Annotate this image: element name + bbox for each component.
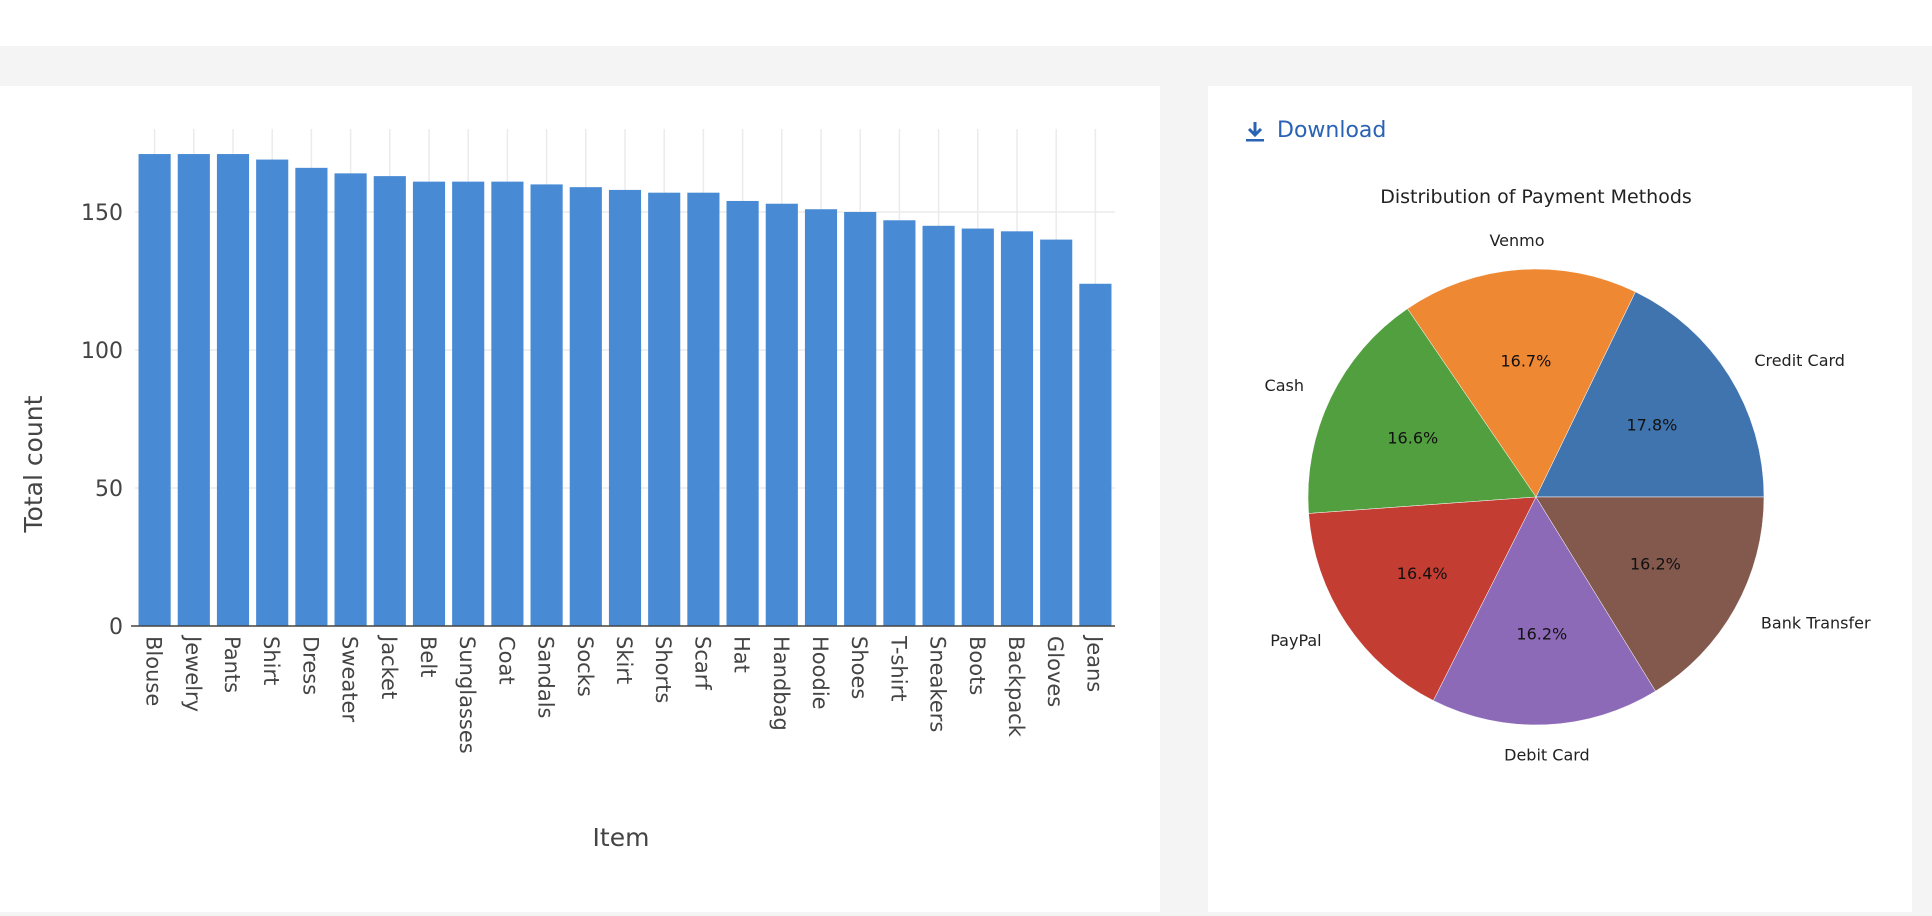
x-tick-label: Handbag <box>769 636 793 731</box>
x-tick-label: Jeans <box>1082 634 1106 692</box>
bar <box>1040 239 1073 626</box>
pie-slice <box>1535 291 1765 498</box>
bar <box>177 154 210 626</box>
slice-percent-label: 16.2% <box>1630 555 1681 574</box>
slice-label: Cash <box>1265 376 1304 395</box>
bar <box>138 154 171 626</box>
bar <box>804 209 838 626</box>
top-bar <box>0 0 1932 46</box>
x-tick-label: Coat <box>494 636 518 685</box>
pie-chart: Distribution of Payment Methods 17.8% Cred… <box>1265 186 1871 764</box>
bar-chart-card: 0 50 100 150 Blouse Jewelry Pants Shirt Dress Swe… <box>0 86 1160 912</box>
pie-title: Distribution of Payment Methods <box>1380 186 1692 208</box>
bar <box>412 181 446 626</box>
download-button[interactable]: Download <box>1245 118 1386 143</box>
bar <box>608 189 642 627</box>
x-tick-label: Shorts <box>651 636 675 703</box>
slice-percent-label: 16.7% <box>1500 352 1551 371</box>
bar <box>844 212 877 626</box>
pie-slice <box>1307 308 1537 514</box>
bar <box>530 184 563 626</box>
x-tick-label: Belt <box>416 636 440 677</box>
x-tick-label: Scarf <box>690 636 714 690</box>
bar <box>687 192 720 626</box>
x-axis-title: Item <box>593 823 650 852</box>
y-tick-label: 50 <box>95 477 123 502</box>
slice-percent-label: 16.2% <box>1516 625 1567 644</box>
bar <box>452 181 485 626</box>
bar <box>648 192 681 626</box>
bar <box>765 203 798 626</box>
bar <box>1000 231 1034 626</box>
bar <box>726 200 759 626</box>
bar <box>1079 283 1112 626</box>
x-tick-label: Boots <box>965 636 989 695</box>
x-tick-label: Hat <box>730 636 754 673</box>
x-tick-label: Backpack <box>1004 636 1028 738</box>
slice-label: Venmo <box>1489 231 1544 250</box>
bar-chart: 0 50 100 150 Blouse Jewelry Pants Shirt Dress Swe… <box>19 129 1115 852</box>
y-tick-label: 150 <box>81 201 123 226</box>
x-tick-label: Sneakers <box>926 636 950 732</box>
x-tick-label: Shirt <box>259 636 283 685</box>
slice-label: Credit Card <box>1754 351 1845 370</box>
slice-percent-label: 16.6% <box>1387 429 1438 448</box>
y-axis-title: Total count <box>19 395 48 533</box>
bar <box>491 181 524 626</box>
pie-slice <box>1308 496 1537 701</box>
x-tick-label: Dress <box>298 636 322 695</box>
x-tick-label: Sweater <box>338 636 362 722</box>
pie-slice <box>1407 268 1636 498</box>
bar <box>373 176 406 626</box>
slice-label: Bank Transfer <box>1761 614 1871 633</box>
bar <box>334 173 367 627</box>
x-tick-label: T-shirt <box>886 635 910 701</box>
bar <box>256 159 289 626</box>
x-tick-label: Jewelry <box>181 634 205 712</box>
download-icon <box>1246 121 1264 141</box>
x-tick-label: Sunglasses <box>455 636 479 754</box>
y-tick-label: 100 <box>81 339 123 364</box>
x-tick-label: Skirt <box>612 636 636 684</box>
bar <box>216 154 250 626</box>
y-tick-label: 0 <box>109 615 123 640</box>
pie-chart-card: Distribution of Payment Methods 17.8% Cred… <box>1208 86 1912 912</box>
slice-percent-label: 17.8% <box>1627 415 1678 434</box>
slice-percent-label: 16.4% <box>1397 564 1448 583</box>
bar <box>883 220 916 626</box>
x-tick-label: Gloves <box>1043 636 1067 707</box>
x-tick-label: Shoes <box>847 636 871 699</box>
x-tick-label: Sandals <box>534 636 558 718</box>
x-tick-label: Hoodie <box>808 636 832 710</box>
slice-label: PayPal <box>1270 631 1321 650</box>
bar <box>569 187 602 626</box>
pie-slice <box>1433 496 1656 726</box>
x-tick-label: Socks <box>573 636 597 697</box>
pie-slice <box>1535 496 1765 692</box>
bar <box>922 225 955 627</box>
download-label: Download <box>1277 118 1387 143</box>
bar <box>961 228 994 626</box>
x-tick-label: Jacket <box>377 634 401 699</box>
bar <box>295 167 328 626</box>
x-tick-label: Blouse <box>142 636 166 706</box>
slice-label: Debit Card <box>1504 745 1590 764</box>
x-tick-label: Pants <box>220 636 244 693</box>
